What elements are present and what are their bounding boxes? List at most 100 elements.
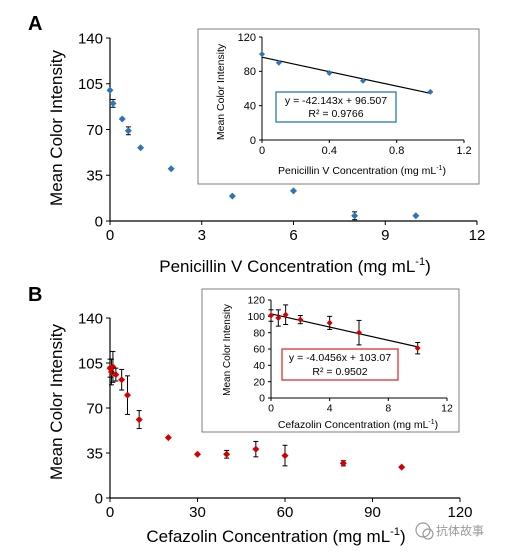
x-axis-title-a-end: ) [425, 257, 431, 276]
inset-a-x-tick-label: 1.2 [456, 145, 471, 157]
inset-b-data-point [414, 345, 421, 352]
a-x-tick-label: 12 [469, 227, 486, 244]
inset-y-axis-title-a: Mean Color Intensity [215, 43, 227, 140]
inset-x-axis-title-a: Penicillin V Concentration (mg mL-1) [278, 165, 446, 177]
a-data-point [167, 165, 175, 173]
inset-a-x-tick-label: 0 [259, 145, 265, 157]
a-y-tick-label: 35 [86, 168, 103, 185]
b-y-tick-label: 0 [95, 490, 103, 507]
x-axis-title-b: Cefazolin Concentration (mg mL-1) [146, 526, 405, 546]
inset-x-axis-title-b: Cefazolin Concentration (mg mL-1) [278, 419, 438, 431]
inset-a-data-point [360, 77, 366, 84]
inset-b-y-tick-label: 120 [247, 295, 265, 307]
panel-label-b: B [28, 284, 42, 306]
a-y-tick-label: 0 [95, 213, 103, 230]
x-axis-title-a-main: Penicillin V Concentration (mg mL [159, 257, 415, 276]
inset-a-x-tick-label: 0.8 [389, 145, 404, 157]
fit-r2-a: R² = 0.9766 [308, 108, 363, 120]
a-data-point [412, 212, 420, 220]
a-data-point [109, 99, 117, 107]
b-data-point [112, 371, 120, 379]
inset-b-y-tick-label: 20 [253, 376, 265, 388]
x-axis-title-a-sup: -1 [415, 256, 425, 268]
b-x-tick-label: 120 [447, 504, 472, 521]
a-data-point [228, 192, 236, 200]
b-y-tick-label: 105 [78, 355, 103, 372]
inset-b-x-tick-label: 8 [385, 403, 391, 415]
equation-box-a [275, 91, 397, 123]
inset-a-data-point [326, 70, 333, 77]
y-axis-title-a: Mean Color Intensity [47, 50, 66, 206]
panel-a: A Mean Color Intensity Penicillin V Conc… [28, 13, 485, 276]
a-data-point [290, 187, 297, 195]
a-data-point [124, 127, 132, 135]
inset-a-data-point [275, 59, 282, 66]
inset-b-y-tick-label: 0 [259, 393, 265, 405]
inset-b-data-point [275, 314, 282, 321]
inset-plot-a: 0 0.4 0.8 1.2 0 40 80 120 [238, 32, 472, 157]
inset-x-axis-title-a-sup: -1 [436, 165, 442, 172]
panel-label-a: A [28, 13, 42, 35]
inset-b-y-tick-label: 100 [247, 311, 265, 323]
inset-a-data-point [259, 51, 265, 58]
b-data-point [252, 445, 260, 453]
inset-a-fit-line [261, 56, 431, 94]
a-x-tick-label: 6 [289, 227, 297, 244]
b-data-point [124, 391, 131, 399]
inset-b-y-tick-label: 80 [253, 327, 265, 339]
inset-b-data-point [326, 319, 333, 326]
a-data-point [351, 212, 359, 220]
inset-x-axis-title-a-end: ) [442, 165, 446, 177]
inset-b-data-point [282, 311, 289, 318]
a-y-tick-label: 70 [86, 122, 103, 139]
inset-b-data-point [356, 329, 362, 336]
inset-a-y-tick-label: 80 [244, 66, 256, 78]
x-axis-title-b-sup: -1 [390, 526, 400, 538]
equation-box-b [281, 348, 399, 381]
a-x-tick-label: 0 [106, 227, 114, 244]
inset-b-data-point [268, 312, 274, 319]
b-data-point [118, 376, 126, 384]
inset-a-data-point [427, 88, 434, 95]
inset-y-axis-title-b: Mean Color Intensity [222, 304, 233, 396]
b-y-tick-label: 35 [86, 445, 103, 462]
x-axis-title-b-end: ) [400, 527, 406, 546]
b-data-point [339, 459, 347, 467]
wechat-icon-inner [422, 528, 434, 540]
b-x-tick-label: 0 [106, 504, 114, 521]
b-data-point [135, 416, 143, 424]
watermark: 抗体故事 [415, 522, 484, 540]
x-axis-title-a: Penicillin V Concentration (mg mL-1) [159, 256, 431, 276]
inset-b-x-tick-label: 0 [268, 403, 274, 415]
b-data-point [194, 450, 201, 458]
y-axis-title-b: Mean Color Intensity [47, 324, 66, 480]
a-y-tick-label: 140 [78, 30, 103, 47]
a-x-tick-label: 9 [381, 227, 389, 244]
inset-a-y-tick-label: 120 [238, 32, 256, 44]
inset-b-x-tick-label: 12 [441, 403, 453, 415]
b-data-point [164, 434, 172, 442]
b-y-tick-label: 70 [86, 400, 103, 417]
fit-equation-a: y = -42.143x + 96.507 [285, 95, 387, 107]
fit-equation-b: y = -4.0456x + 103.07 [289, 352, 391, 364]
inset-x-axis-title-a-main: Penicillin V Concentration (mg mL [278, 165, 436, 177]
a-data-point [118, 115, 126, 123]
b-x-tick-label: 60 [277, 504, 294, 521]
fit-r2-b: R² = 0.9502 [312, 366, 367, 378]
b-y-tick-label: 140 [78, 310, 103, 327]
inset-b-fit-line [270, 313, 418, 348]
inset-b-y-tick-label: 60 [253, 344, 265, 356]
inset-a-x-tick-label: 0.4 [322, 145, 337, 157]
b-data-point [223, 450, 231, 458]
a-y-tick-label: 105 [78, 76, 103, 93]
a-data-point [106, 86, 114, 94]
panel-b: B Mean Color Intensity Cefazolin Concent… [28, 284, 473, 546]
inset-b-y-tick-label: 40 [253, 360, 265, 372]
inset-b-data-point [297, 316, 304, 323]
inset-x-axis-title-b-main: Cefazolin Concentration (mg mL [278, 419, 429, 431]
inset-a-y-tick-label: 0 [250, 135, 256, 147]
